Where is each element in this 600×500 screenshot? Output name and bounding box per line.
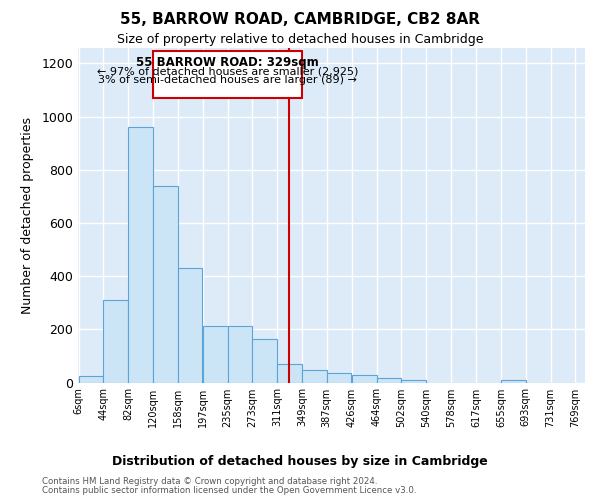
FancyBboxPatch shape bbox=[153, 52, 302, 98]
Bar bbox=[103, 300, 128, 382]
Text: 3% of semi-detached houses are larger (89) →: 3% of semi-detached houses are larger (8… bbox=[98, 76, 357, 86]
Bar bbox=[178, 268, 202, 382]
Text: ← 97% of detached houses are smaller (2,925): ← 97% of detached houses are smaller (2,… bbox=[97, 66, 358, 76]
Bar bbox=[326, 373, 352, 382]
Bar bbox=[277, 364, 302, 382]
Bar bbox=[302, 370, 326, 382]
Bar bbox=[501, 380, 526, 382]
Text: Contains public sector information licensed under the Open Government Licence v3: Contains public sector information licen… bbox=[42, 486, 416, 495]
Text: Distribution of detached houses by size in Cambridge: Distribution of detached houses by size … bbox=[112, 455, 488, 468]
Text: Size of property relative to detached houses in Cambridge: Size of property relative to detached ho… bbox=[117, 32, 483, 46]
Bar bbox=[253, 338, 277, 382]
Text: 55, BARROW ROAD, CAMBRIDGE, CB2 8AR: 55, BARROW ROAD, CAMBRIDGE, CB2 8AR bbox=[120, 12, 480, 28]
Bar bbox=[203, 326, 227, 382]
Bar bbox=[401, 380, 426, 382]
Bar bbox=[153, 186, 178, 382]
Bar bbox=[79, 376, 103, 382]
Bar bbox=[128, 128, 153, 382]
Bar bbox=[352, 374, 377, 382]
Bar bbox=[227, 326, 253, 382]
Text: Contains HM Land Registry data © Crown copyright and database right 2024.: Contains HM Land Registry data © Crown c… bbox=[42, 477, 377, 486]
Text: 55 BARROW ROAD: 329sqm: 55 BARROW ROAD: 329sqm bbox=[136, 56, 319, 70]
Bar bbox=[377, 378, 401, 382]
Y-axis label: Number of detached properties: Number of detached properties bbox=[22, 116, 34, 314]
